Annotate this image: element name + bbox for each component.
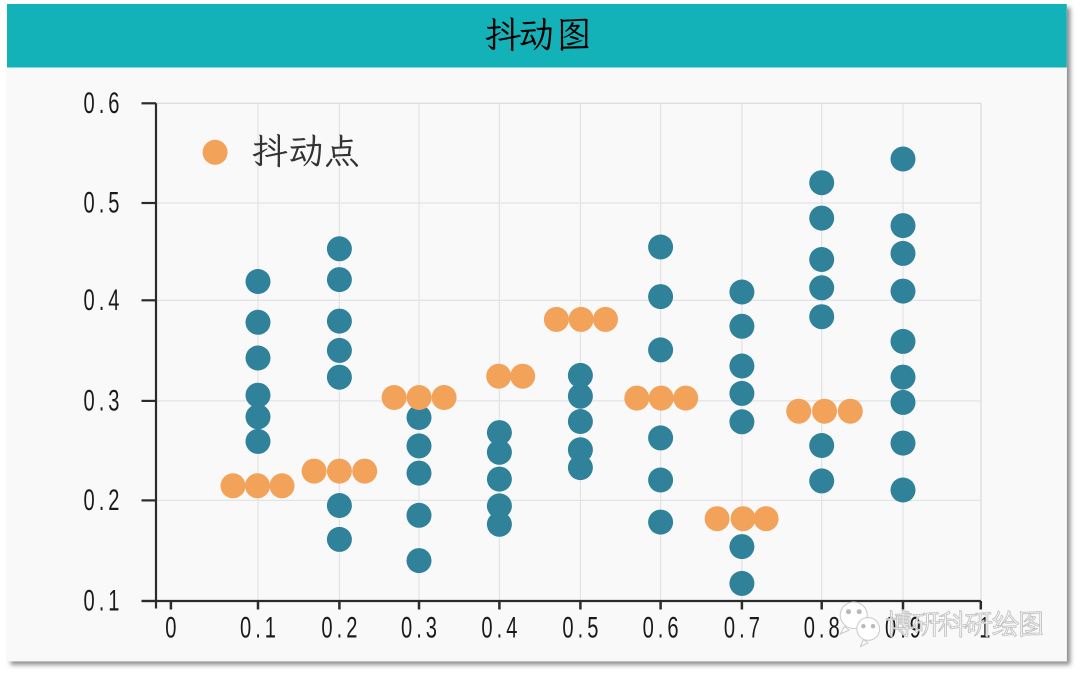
- svg-text:0.2: 0.2: [321, 612, 361, 645]
- svg-text:0.5: 0.5: [84, 187, 124, 220]
- svg-text:0.6: 0.6: [84, 87, 124, 120]
- svg-text:0.1: 0.1: [240, 612, 280, 645]
- svg-text:0: 0: [165, 612, 180, 645]
- svg-text:0.3: 0.3: [84, 385, 124, 418]
- svg-text:1: 1: [979, 612, 994, 645]
- svg-text:0.1: 0.1: [84, 585, 124, 618]
- svg-text:0.5: 0.5: [562, 612, 602, 645]
- svg-text:0.6: 0.6: [643, 612, 683, 645]
- svg-text:0.7: 0.7: [724, 612, 764, 645]
- svg-text:0.8: 0.8: [804, 612, 844, 645]
- svg-text:0.2: 0.2: [84, 484, 124, 517]
- svg-text:0.4: 0.4: [84, 284, 124, 317]
- svg-text:0.4: 0.4: [481, 612, 521, 645]
- svg-text:0.3: 0.3: [401, 612, 441, 645]
